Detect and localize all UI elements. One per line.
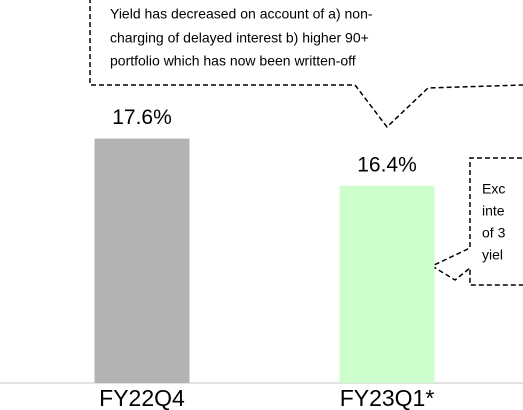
annotation-line: portfolio which has now been written-off: [110, 53, 356, 69]
value-label: 16.4%: [357, 153, 417, 176]
annotation-line: Exc: [482, 181, 505, 197]
annotation-line: charging of delayed interest b) higher 9…: [110, 30, 369, 46]
x-tick-label: FY23Q1*: [340, 385, 435, 410]
x-tick-label: FY22Q4: [99, 385, 185, 410]
annotation-line: Yield has decreased on account of a) non…: [110, 6, 373, 22]
annotation-line: inte: [482, 203, 505, 219]
value-label: 17.6%: [112, 106, 172, 129]
annotation-line: yiel: [482, 247, 503, 263]
bar: [339, 185, 435, 383]
callout-box: [430, 157, 523, 286]
annotation-line: of 3: [482, 225, 506, 241]
bar: [94, 138, 190, 383]
callout-box: [89, 0, 523, 129]
